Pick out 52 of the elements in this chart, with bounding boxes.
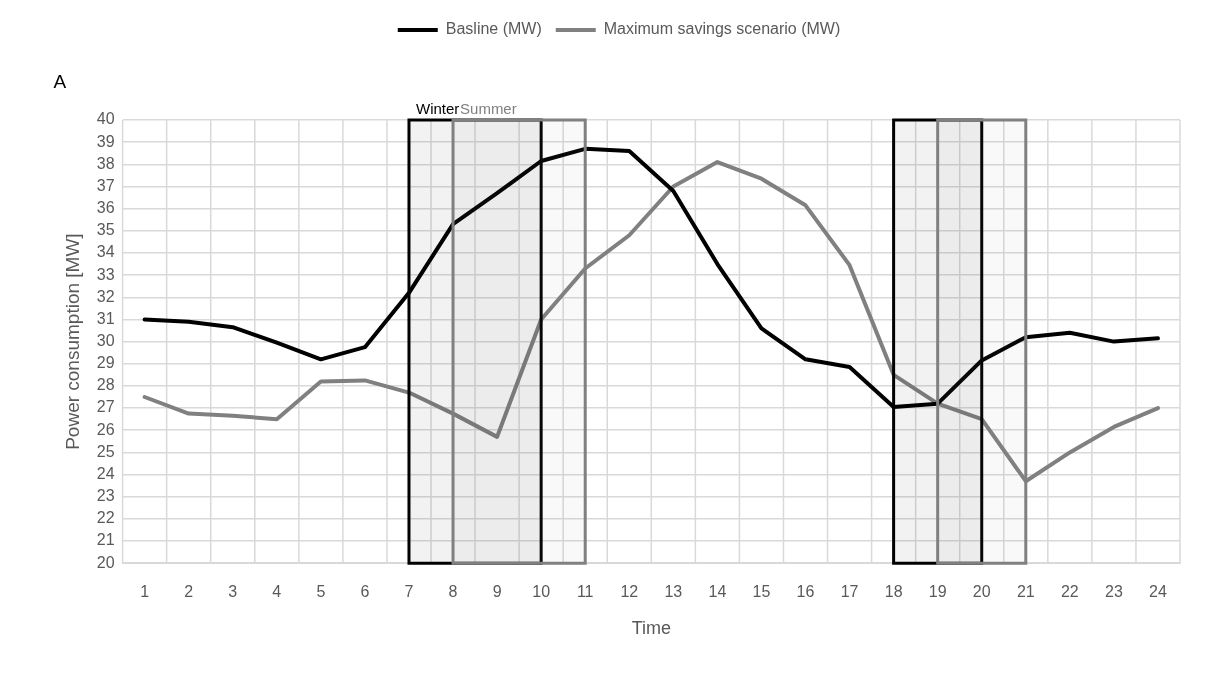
y-tick-label: 28 — [96, 376, 115, 394]
y-tick-label: 33 — [96, 265, 115, 283]
y-tick-label: 30 — [96, 332, 115, 350]
y-tick-label: 37 — [96, 176, 115, 194]
y-tick-label: 22 — [96, 509, 115, 527]
x-tick-label: 6 — [360, 583, 370, 601]
x-tick-label: 24 — [1149, 583, 1167, 601]
y-tick-label: 40 — [96, 110, 115, 128]
x-tick-label: 22 — [1060, 583, 1079, 601]
y-tick-label: 38 — [96, 154, 115, 172]
y-tick-label: 25 — [96, 442, 115, 460]
y-tick-label: 21 — [96, 531, 115, 549]
x-tick-label: 3 — [228, 583, 238, 601]
band-label: Winter — [415, 99, 460, 117]
x-tick-label: 1 — [140, 583, 150, 601]
x-tick-label: 23 — [1105, 583, 1123, 601]
y-tick-label: 23 — [96, 487, 115, 505]
x-tick-label: 4 — [272, 583, 282, 601]
x-tick-label: 2 — [184, 583, 194, 601]
y-axis-title: Power consumption [MW] — [61, 233, 83, 450]
y-tick-label: 20 — [96, 553, 115, 571]
x-tick-label: 9 — [492, 583, 502, 601]
y-tick-label: 35 — [96, 221, 115, 239]
x-tick-label: 21 — [1016, 583, 1035, 601]
band-label: Summer — [460, 99, 517, 117]
x-tick-label: 20 — [972, 583, 991, 601]
text: A — [53, 70, 67, 92]
y-tick-label: 36 — [96, 199, 115, 217]
x-tick-label: 13 — [664, 583, 683, 601]
x-tick-label: 5 — [316, 583, 326, 601]
y-tick-label: 24 — [96, 464, 115, 482]
x-tick-label: 17 — [840, 583, 859, 601]
y-tick-label: 27 — [96, 398, 115, 416]
legend-label: Maximum savings scenario (MW) — [603, 20, 841, 38]
y-tick-label: 26 — [96, 420, 115, 438]
x-tick-label: 14 — [708, 583, 727, 601]
x-tick-label: 12 — [620, 583, 639, 601]
x-tick-label: 11 — [576, 583, 594, 601]
x-tick-label: 15 — [752, 583, 771, 601]
y-tick-label: 29 — [96, 354, 115, 372]
x-tick-label: 16 — [796, 583, 815, 601]
x-tick-label: 7 — [404, 583, 414, 601]
legend-label: Basline (MW) — [445, 20, 542, 38]
x-tick-label: 8 — [448, 583, 458, 601]
x-tick-label: 19 — [928, 583, 947, 601]
x-tick-label: 10 — [532, 583, 551, 601]
y-tick-label: 32 — [96, 287, 115, 305]
y-tick-label: 34 — [96, 243, 115, 261]
x-tick-label: 18 — [884, 583, 903, 601]
y-tick-label: 31 — [96, 309, 115, 327]
x-axis-title: Time — [631, 618, 671, 639]
y-tick-label: 39 — [96, 132, 115, 150]
